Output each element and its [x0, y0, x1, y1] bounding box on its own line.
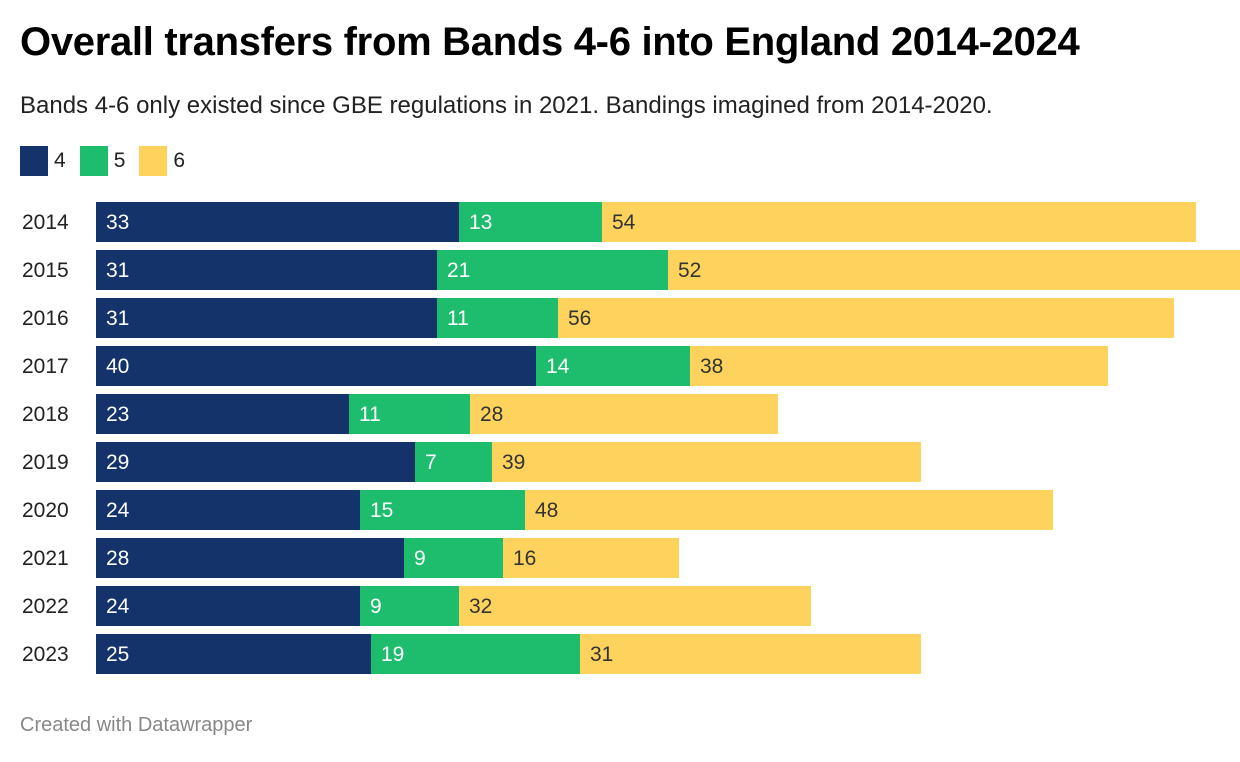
- data-label-2022-band-4: 24: [106, 595, 130, 618]
- bar-2014-band-4: [96, 202, 459, 242]
- legend-item-4: 4: [20, 146, 66, 176]
- data-label-2017-band-6: 38: [700, 355, 723, 378]
- bar-2021-band-5: [404, 538, 503, 578]
- bar-2021-band-6: [503, 538, 679, 578]
- data-label-2023-band-6: 31: [590, 643, 613, 666]
- category-label-2016: 2016: [22, 307, 69, 330]
- bar-2016-band-4: [96, 298, 437, 338]
- category-label-2019: 2019: [22, 451, 69, 474]
- data-label-2018-band-6: 28: [480, 403, 503, 426]
- data-label-2021-band-5: 9: [414, 547, 426, 570]
- category-label-2015: 2015: [22, 259, 69, 282]
- data-label-2015-band-5: 21: [447, 259, 470, 282]
- category-label-2014: 2014: [22, 211, 69, 234]
- bar-2015-band-5: [437, 250, 668, 290]
- data-label-2014-band-5: 13: [469, 211, 492, 234]
- data-label-2015-band-4: 31: [106, 259, 129, 282]
- footer-credit: Created with Datawrapper: [20, 714, 253, 736]
- legend-label-6: 6: [173, 149, 186, 172]
- data-label-2020-band-4: 24: [106, 499, 130, 522]
- bar-2019-band-6: [492, 442, 921, 482]
- bar-2017-band-4: [96, 346, 536, 386]
- bar-2018-band-6: [470, 394, 778, 434]
- bar-2015-band-6: [668, 250, 1240, 290]
- category-label-2020: 2020: [22, 499, 69, 522]
- bar-2021-band-4: [96, 538, 404, 578]
- bar-2018-band-5: [349, 394, 470, 434]
- bar-2019-band-4: [96, 442, 415, 482]
- legend-swatch-5: [79, 146, 108, 176]
- bar-2014-band-5: [459, 202, 602, 242]
- category-label-2023: 2023: [22, 643, 69, 666]
- bar-2022-band-5: [360, 586, 459, 626]
- data-label-2020-band-6: 48: [535, 499, 558, 522]
- data-label-2016-band-5: 11: [447, 307, 469, 330]
- category-label-2017: 2017: [22, 355, 69, 378]
- category-label-2021: 2021: [22, 547, 69, 570]
- data-label-2014-band-4: 33: [106, 211, 129, 234]
- data-label-2019-band-5: 7: [425, 451, 437, 474]
- data-label-2020-band-5: 15: [370, 499, 393, 522]
- bar-2014-band-6: [602, 202, 1196, 242]
- data-label-2018-band-5: 11: [359, 403, 381, 426]
- stacked-bar-chart: 2014 33 13 54 2015 31 21 52 2016 31 11 56 2017 40 14 38…: [22, 202, 1240, 674]
- legend-item-5: 5: [79, 146, 126, 176]
- data-label-2021-band-6: 16: [513, 547, 536, 570]
- legend-label-5: 5: [113, 149, 126, 172]
- data-label-2018-band-4: 23: [106, 403, 129, 426]
- legend-label-4: 4: [54, 149, 66, 172]
- data-label-2022-band-5: 9: [370, 595, 382, 618]
- bar-2022-band-4: [96, 586, 360, 626]
- data-label-2017-band-5: 14: [546, 355, 570, 378]
- chart-subtitle: Bands 4-6 only existed since GBE regulat…: [20, 92, 993, 119]
- bar-2015-band-4: [96, 250, 437, 290]
- bar-2020-band-4: [96, 490, 360, 530]
- bar-2023-band-4: [96, 634, 371, 674]
- chart-title: Overall transfers from Bands 4-6 into En…: [20, 20, 1080, 64]
- data-label-2016-band-4: 31: [106, 307, 129, 330]
- bar-2020-band-6: [525, 490, 1053, 530]
- category-label-2022: 2022: [22, 595, 69, 618]
- data-label-2017-band-4: 40: [106, 355, 129, 378]
- bar-2016-band-5: [437, 298, 558, 338]
- category-label-2018: 2018: [22, 403, 69, 426]
- data-label-2014-band-6: 54: [612, 211, 636, 234]
- bar-2023-band-6: [580, 634, 921, 674]
- legend-swatch-6: [139, 146, 168, 176]
- data-label-2019-band-6: 39: [502, 451, 525, 474]
- data-label-2023-band-4: 25: [106, 643, 129, 666]
- legend-swatch-4: [20, 146, 48, 176]
- bar-2017-band-6: [690, 346, 1108, 386]
- bar-2018-band-4: [96, 394, 349, 434]
- data-label-2022-band-6: 32: [469, 595, 492, 618]
- bar-2023-band-5: [371, 634, 580, 674]
- bar-2016-band-6: [558, 298, 1174, 338]
- legend: 4 5 6: [20, 146, 199, 176]
- data-label-2021-band-4: 28: [106, 547, 129, 570]
- data-label-2015-band-6: 52: [678, 259, 701, 282]
- bar-2020-band-5: [360, 490, 525, 530]
- data-label-2019-band-4: 29: [106, 451, 129, 474]
- bar-2022-band-6: [459, 586, 811, 626]
- data-label-2023-band-5: 19: [381, 643, 404, 666]
- bar-2019-band-5: [415, 442, 492, 482]
- data-label-2016-band-6: 56: [568, 307, 591, 330]
- bar-2017-band-5: [536, 346, 690, 386]
- legend-item-6: 6: [139, 146, 185, 176]
